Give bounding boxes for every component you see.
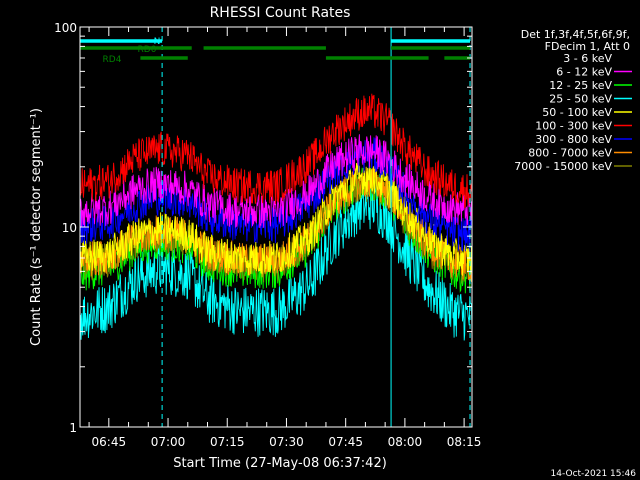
footer-timestamp: 14-Oct-2021 15:46 [551, 469, 637, 479]
series-line [79, 134, 473, 228]
x-tick-label: 06:45 [92, 435, 127, 449]
chart-title: RHESSI Count Rates [210, 5, 351, 21]
legend-header: Det 1f,3f,4f,5f,6f,9f, [521, 28, 630, 41]
status-bar-label: RD0 [138, 45, 157, 55]
status-bar-label: RD4 [103, 55, 122, 65]
y-tick-label: 1 [69, 421, 77, 435]
legend-entry-label: 25 - 50 keV [549, 93, 612, 106]
y-axis-label: Count Rate (s⁻¹ detector segment⁻¹) [29, 108, 44, 346]
legend-entry-label: 50 - 100 keV [542, 106, 612, 119]
x-tick-label: 07:00 [151, 435, 186, 449]
legend-entry-label: 300 - 800 keV [535, 133, 612, 146]
legend-entry-label: 12 - 25 keV [549, 79, 612, 92]
legend-header: FDecim 1, Att 0 [545, 40, 630, 53]
x-axis-label: Start Time (27-May-08 06:37:42) [173, 456, 387, 471]
y-tick-label: 100 [54, 21, 77, 35]
y-tick-label: 10 [62, 221, 77, 235]
series-line [79, 93, 473, 209]
legend-entry-label: 3 - 6 keV [563, 52, 612, 65]
status-bar-label: N [154, 37, 161, 47]
legend-entry-label: 6 - 12 keV [556, 66, 612, 79]
legend-entry-label: 800 - 7000 keV [528, 147, 612, 160]
legend-entry-label: 100 - 300 keV [535, 120, 612, 133]
series-line [79, 159, 473, 276]
legend-entry-label: 7000 - 15000 keV [514, 160, 612, 173]
x-tick-label: 07:45 [328, 435, 363, 449]
x-tick-label: 08:15 [447, 435, 482, 449]
x-tick-label: 08:00 [388, 435, 423, 449]
x-tick-label: 07:15 [210, 435, 245, 449]
x-tick-label: 07:30 [269, 435, 304, 449]
